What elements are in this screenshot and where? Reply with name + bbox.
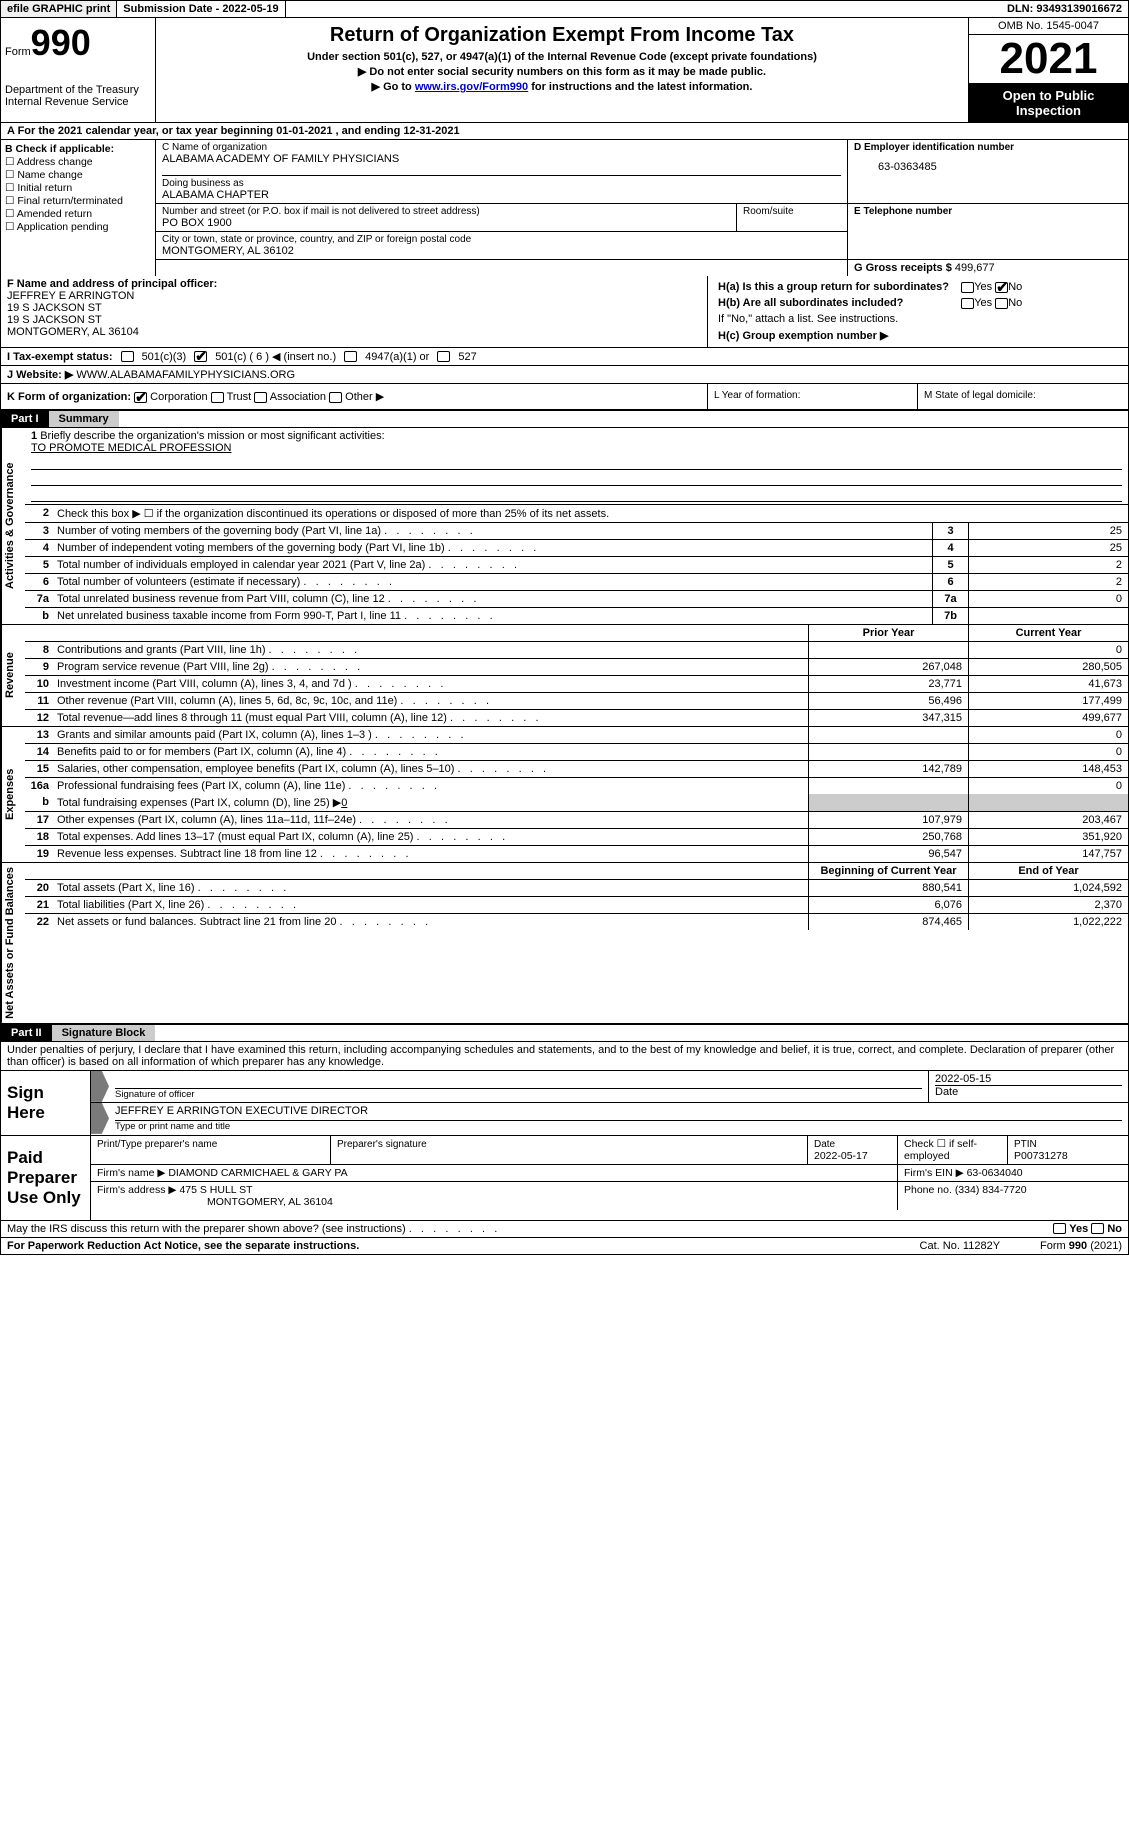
section-b-c-d-e: B Check if applicable: ☐ Address change … (0, 140, 1129, 276)
summary-row: 18 Total expenses. Add lines 13–17 (must… (25, 829, 1128, 846)
summary-row: 15 Salaries, other compensation, employe… (25, 761, 1128, 778)
summary-row: 12 Total revenue—add lines 8 through 11 … (25, 710, 1128, 726)
summary-row: 22 Net assets or fund balances. Subtract… (25, 914, 1128, 930)
summary-row: 6 Total number of volunteers (estimate i… (25, 574, 1128, 591)
box-f-officer: F Name and address of principal officer:… (1, 276, 708, 347)
signature-declaration: Under penalties of perjury, I declare th… (0, 1042, 1129, 1071)
omb-number: OMB No. 1545-0047 (969, 18, 1128, 35)
top-bar: efile GRAPHIC print Submission Date - 20… (0, 0, 1129, 18)
ha-yes[interactable] (961, 282, 974, 293)
check-address-change[interactable]: ☐ Address change (5, 156, 151, 168)
summary-row: 17 Other expenses (Part IX, column (A), … (25, 812, 1128, 829)
vlabel-gov: Activities & Governance (1, 428, 25, 624)
submission-date: Submission Date - 2022-05-19 (117, 1, 285, 17)
box-c-name: C Name of organization ALABAMA ACADEMY O… (156, 140, 848, 203)
form-title: Return of Organization Exempt From Incom… (164, 24, 960, 47)
summary-row: 5 Total number of individuals employed i… (25, 557, 1128, 574)
form-subtitle: Under section 501(c), 527, or 4947(a)(1)… (164, 51, 960, 63)
may-discuss-row: May the IRS discuss this return with the… (0, 1221, 1129, 1238)
check-amended[interactable]: ☐ Amended return (5, 208, 151, 220)
row-i-tax-status: I Tax-exempt status: 501(c)(3) 501(c) ( … (0, 348, 1129, 366)
summary-row: 14 Benefits paid to or for members (Part… (25, 744, 1128, 761)
line-1-mission: 1 Briefly describe the organization's mi… (25, 428, 1128, 504)
irs-label: Internal Revenue Service (5, 96, 151, 108)
chk-501c3[interactable] (121, 351, 134, 362)
summary-row: 21 Total liabilities (Part X, line 26) 6… (25, 897, 1128, 914)
box-c-street: Number and street (or P.O. box if mail i… (156, 204, 737, 231)
dept-treasury: Department of the Treasury (5, 84, 151, 96)
summary-row: 20 Total assets (Part X, line 16) 880,54… (25, 880, 1128, 897)
form-header: Form990 Department of the Treasury Inter… (0, 18, 1129, 123)
sig-arrow-icon (91, 1071, 109, 1102)
chk-trust[interactable] (211, 392, 224, 403)
vlabel-net: Net Assets or Fund Balances (1, 863, 25, 1023)
form-prefix: Form (5, 46, 31, 58)
check-final-return[interactable]: ☐ Final return/terminated (5, 195, 151, 207)
summary-row: b Net unrelated business taxable income … (25, 608, 1128, 624)
form990-link[interactable]: www.irs.gov/Form990 (415, 81, 528, 93)
hb-no[interactable] (995, 298, 1008, 309)
check-app-pending[interactable]: ☐ Application pending (5, 221, 151, 233)
box-d-ein: D Employer identification number 63-0363… (848, 140, 1128, 203)
form-number: 990 (31, 22, 91, 63)
paid-preparer-block: Paid Preparer Use Only Print/Type prepar… (0, 1136, 1129, 1221)
footer: For Paperwork Reduction Act Notice, see … (0, 1238, 1129, 1255)
box-e-phone: E Telephone number (848, 204, 1128, 259)
chk-4947[interactable] (344, 351, 357, 362)
sig-arrow-icon (91, 1103, 109, 1134)
row-a-tax-year: A For the 2021 calendar year, or tax yea… (0, 123, 1129, 140)
chk-501c[interactable] (194, 351, 207, 362)
row-l-year: L Year of formation: (708, 384, 918, 409)
open-to-public: Open to PublicInspection (969, 84, 1128, 122)
may-no[interactable] (1091, 1223, 1104, 1234)
part-1-header: Part I Summary (0, 410, 1129, 428)
summary-row: 8 Contributions and grants (Part VIII, l… (25, 642, 1128, 659)
vlabel-exp: Expenses (1, 727, 25, 862)
chk-527[interactable] (437, 351, 450, 362)
summary-row: 19 Revenue less expenses. Subtract line … (25, 846, 1128, 862)
row-m-state: M State of legal domicile: (918, 384, 1128, 409)
ssn-warning: ▶ Do not enter social security numbers o… (164, 65, 960, 78)
chk-corp[interactable] (134, 392, 147, 403)
chk-assoc[interactable] (254, 392, 267, 403)
chk-other[interactable] (329, 392, 342, 403)
summary-row: 7a Total unrelated business revenue from… (25, 591, 1128, 608)
vlabel-rev: Revenue (1, 625, 25, 726)
tax-year: 2021 (969, 35, 1128, 84)
hb-yes[interactable] (961, 298, 974, 309)
box-b: B Check if applicable: ☐ Address change … (1, 140, 156, 276)
ha-no[interactable] (995, 282, 1008, 293)
box-c-room: Room/suite (737, 204, 847, 231)
summary-row: 16a Professional fundraising fees (Part … (25, 778, 1128, 794)
summary-row: 10 Investment income (Part VIII, column … (25, 676, 1128, 693)
box-c-city: City or town, state or province, country… (156, 232, 847, 259)
box-h: H(a) Is this a group return for subordin… (708, 276, 1128, 347)
efile-print-button[interactable]: efile GRAPHIC print (1, 1, 117, 17)
row-k-form-org: K Form of organization: Corporation Trus… (1, 384, 708, 409)
summary-row: 4 Number of independent voting members o… (25, 540, 1128, 557)
may-yes[interactable] (1053, 1223, 1066, 1234)
summary-row: 13 Grants and similar amounts paid (Part… (25, 727, 1128, 744)
check-initial-return[interactable]: ☐ Initial return (5, 182, 151, 194)
summary-row: 9 Program service revenue (Part VIII, li… (25, 659, 1128, 676)
box-g-gross: G Gross receipts $ 499,677 (848, 260, 1128, 276)
check-name-change[interactable]: ☐ Name change (5, 169, 151, 181)
goto-line: ▶ Go to www.irs.gov/Form990 for instruct… (164, 80, 960, 93)
sign-here-block: Sign Here Signature of officer 2022-05-1… (0, 1071, 1129, 1136)
dln: DLN: 93493139016672 (1001, 1, 1128, 17)
summary-row: 3 Number of voting members of the govern… (25, 523, 1128, 540)
part-2-header: Part II Signature Block (0, 1024, 1129, 1042)
summary-row: 11 Other revenue (Part VIII, column (A),… (25, 693, 1128, 710)
row-j-website: J Website: ▶ WWW.ALABAMAFAMILYPHYSICIANS… (0, 366, 1129, 384)
